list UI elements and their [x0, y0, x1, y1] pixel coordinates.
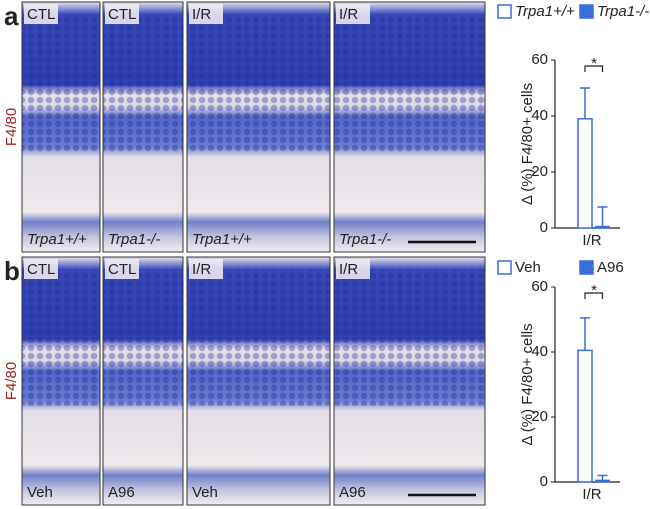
y-axis-label: Δ (%) F4/80+ cells [519, 323, 536, 445]
y-tick-label: 0 [540, 473, 548, 490]
micrograph-label-bg [189, 4, 223, 24]
panel-letter: b [4, 256, 20, 286]
micrograph-texture [334, 14, 485, 152]
legend-swatch [497, 260, 512, 275]
micrograph-label-bg [105, 259, 139, 279]
image-bottom-label: Veh [192, 484, 218, 501]
bar [595, 225, 610, 229]
image-top-label: CTL [108, 6, 136, 23]
image-bottom-label: A96 [108, 484, 135, 501]
significance-bracket [584, 65, 604, 72]
legend-swatch [579, 260, 594, 275]
micrograph-texture [103, 269, 183, 406]
image-bottom-label: Trpa1-/- [339, 231, 391, 248]
side-label: F4/80 [3, 108, 20, 146]
x-tick-label: I/R [582, 486, 601, 503]
image-bottom-label: A96 [339, 484, 366, 501]
legend-swatch [497, 4, 512, 19]
bar [577, 349, 593, 483]
micrograph-texture [103, 14, 183, 152]
micrograph-label-bg [24, 259, 58, 279]
side-label: F4/80 [3, 362, 20, 400]
legend-label: Trpa1-/- [597, 3, 649, 20]
image-top-label: CTL [27, 261, 55, 278]
y-tick-label: 0 [540, 219, 548, 236]
legend-label: Trpa1+/+ [515, 3, 575, 20]
y-tick-label: 20 [531, 163, 548, 180]
image-top-label: CTL [27, 6, 55, 23]
image-top-label: I/R [192, 6, 211, 23]
image-top-label: I/R [339, 261, 358, 278]
y-tick-label: 60 [531, 278, 548, 295]
y-tick-label: 20 [531, 408, 548, 425]
image-bottom-label: Trpa1+/+ [192, 231, 252, 248]
image-top-label: CTL [108, 261, 136, 278]
significance-bracket [584, 292, 604, 299]
significance-label: * [591, 282, 597, 299]
micrograph-texture [187, 14, 330, 152]
panel-letter: a [4, 1, 19, 31]
micrograph-texture [22, 14, 100, 152]
image-bottom-label: Trpa1-/- [108, 231, 160, 248]
micrograph-label-bg [336, 4, 370, 24]
micrograph-label-bg [24, 4, 58, 24]
bar [595, 479, 610, 483]
image-top-label: I/R [192, 261, 211, 278]
micrograph-texture [22, 269, 100, 406]
x-tick-label: I/R [582, 232, 601, 249]
image-bottom-label: Trpa1+/+ [27, 231, 87, 248]
y-tick-label: 60 [531, 51, 548, 68]
legend-swatch [579, 4, 594, 19]
image-bottom-label: Veh [27, 484, 53, 501]
y-tick-label: 40 [531, 343, 548, 360]
micrograph-texture [187, 269, 330, 406]
micrograph-label-bg [105, 4, 139, 24]
micrograph-label-bg [336, 259, 370, 279]
bar [577, 118, 593, 229]
micrograph-texture [334, 269, 485, 406]
y-tick-label: 40 [531, 107, 548, 124]
legend-label: Veh [515, 259, 541, 276]
significance-label: * [591, 55, 597, 72]
legend-label: A96 [597, 259, 624, 276]
y-axis-label: Δ (%) F4/80+ cells [519, 83, 536, 205]
image-top-label: I/R [339, 6, 358, 23]
micrograph-label-bg [189, 259, 223, 279]
